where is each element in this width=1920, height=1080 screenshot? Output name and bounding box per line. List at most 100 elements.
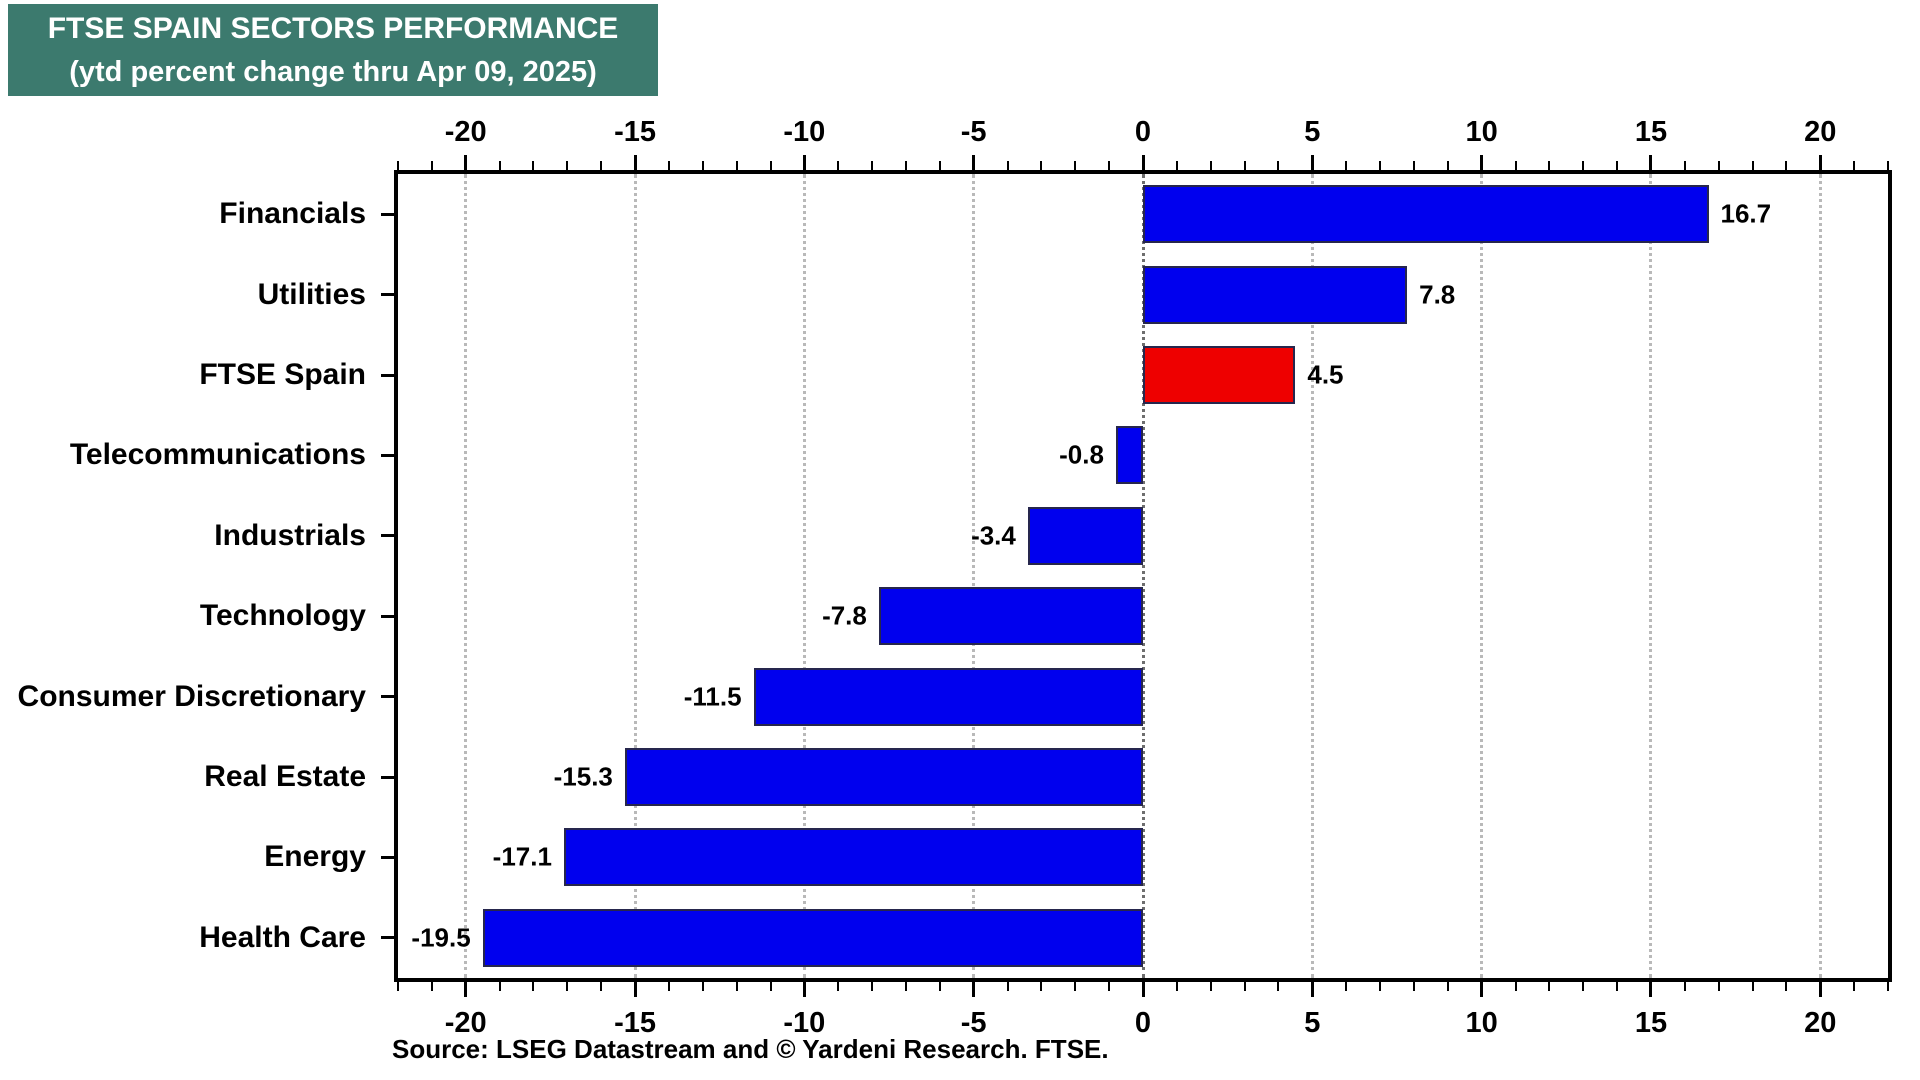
axis-major-tick bbox=[633, 155, 637, 170]
axis-major-tick bbox=[1141, 155, 1145, 170]
category-axis-tick bbox=[381, 373, 394, 377]
axis-minor-tick bbox=[904, 161, 907, 170]
axis-tick-label: -15 bbox=[614, 1007, 656, 1039]
axis-minor-tick bbox=[1243, 161, 1246, 170]
axis-minor-tick bbox=[1175, 982, 1178, 991]
axis-tick-label: 5 bbox=[1304, 116, 1321, 148]
axis-minor-tick bbox=[1412, 161, 1415, 170]
category-label: Financials bbox=[219, 197, 366, 231]
axis-minor-tick bbox=[1548, 161, 1551, 170]
category-label: Energy bbox=[264, 840, 366, 874]
source-note: Source: LSEG Datastream and © Yardeni Re… bbox=[392, 1034, 1109, 1064]
axis-minor-tick bbox=[566, 982, 569, 991]
chart-subtitle: (ytd percent change thru Apr 09, 2025) bbox=[69, 56, 597, 88]
axis-minor-tick bbox=[1785, 161, 1788, 170]
bar bbox=[1115, 426, 1143, 485]
bar bbox=[624, 748, 1143, 806]
axis-tick-label: 0 bbox=[1134, 1007, 1152, 1039]
bar bbox=[563, 828, 1143, 887]
bar-value-label: -11.5 bbox=[683, 681, 742, 712]
bar bbox=[1143, 185, 1709, 244]
axis-minor-tick bbox=[1243, 982, 1246, 991]
axis-major-tick bbox=[1310, 982, 1314, 997]
axis-minor-tick bbox=[600, 161, 603, 170]
bar-value-label: -3.4 bbox=[971, 520, 1016, 551]
axis-minor-tick bbox=[904, 982, 907, 991]
category-label: Telecommunications bbox=[69, 438, 366, 472]
category-axis-tick bbox=[381, 212, 394, 216]
category-label: Health Care bbox=[199, 920, 366, 954]
axis-tick-label: -15 bbox=[614, 116, 656, 148]
axis-major-tick bbox=[1310, 155, 1314, 170]
axis-minor-tick bbox=[1345, 982, 1348, 991]
axis-major-tick bbox=[972, 982, 976, 997]
gridline bbox=[1818, 174, 1822, 978]
axis-minor-tick bbox=[566, 161, 569, 170]
axis-minor-tick bbox=[1514, 982, 1517, 991]
axis-major-tick bbox=[1480, 982, 1484, 997]
axis-major-tick bbox=[972, 155, 976, 170]
bar-value-label: -0.8 bbox=[1059, 439, 1104, 470]
axis-minor-tick bbox=[1006, 982, 1009, 991]
axis-minor-tick bbox=[1683, 161, 1686, 170]
category-label: Industrials bbox=[214, 518, 366, 552]
axis-minor-tick bbox=[1175, 161, 1178, 170]
axis-minor-tick bbox=[1616, 161, 1619, 170]
chart-panel: -20 -20 -15 -15 -10 -10 -5 -5 0 0 5 5 10 10 15 15 20 20 Fi… bbox=[18, 116, 1892, 1039]
gridline bbox=[802, 174, 806, 978]
axis-tick-label: 5 bbox=[1304, 1007, 1321, 1039]
bar bbox=[1143, 346, 1296, 404]
axis-minor-tick bbox=[1887, 982, 1889, 991]
category-axis-tick bbox=[381, 534, 394, 538]
axis-minor-tick bbox=[769, 161, 772, 170]
axis-minor-tick bbox=[498, 161, 501, 170]
axis-tick-label: -20 bbox=[444, 1007, 487, 1039]
gridline bbox=[1310, 174, 1314, 978]
bar-value-label: -17.1 bbox=[492, 841, 552, 872]
axis-tick-label: 10 bbox=[1465, 1007, 1498, 1039]
axis-minor-tick bbox=[1717, 161, 1720, 170]
axis-minor-tick bbox=[667, 982, 670, 991]
bar bbox=[1027, 506, 1143, 565]
axis-minor-tick bbox=[1277, 982, 1280, 991]
axis-minor-tick bbox=[701, 982, 704, 991]
axis-minor-tick bbox=[1074, 982, 1077, 991]
axis-major-tick bbox=[1649, 155, 1653, 170]
axis-minor-tick bbox=[1074, 161, 1077, 170]
axis-minor-tick bbox=[871, 982, 874, 991]
axis-tick-label: -5 bbox=[960, 116, 987, 148]
axis-minor-tick bbox=[1379, 161, 1382, 170]
axis-tick-label: -10 bbox=[783, 116, 826, 148]
axis-minor-tick bbox=[1853, 161, 1856, 170]
bar bbox=[878, 587, 1143, 646]
axis-minor-tick bbox=[1582, 161, 1585, 170]
axis-minor-tick bbox=[532, 982, 535, 991]
axis-minor-tick bbox=[430, 161, 433, 170]
axis-minor-tick bbox=[1006, 161, 1009, 170]
gridline bbox=[972, 174, 976, 978]
axis-minor-tick bbox=[1683, 982, 1686, 991]
axis-minor-tick bbox=[1345, 161, 1348, 170]
axis-minor-tick bbox=[1209, 161, 1212, 170]
axis-minor-tick bbox=[769, 982, 772, 991]
axis-major-tick bbox=[1818, 982, 1822, 997]
category-label: FTSE Spain bbox=[199, 358, 366, 391]
axis-minor-tick bbox=[667, 161, 670, 170]
axis-minor-tick bbox=[600, 982, 603, 991]
category-axis-tick bbox=[381, 614, 394, 618]
axis-minor-tick bbox=[1108, 161, 1111, 170]
gridline bbox=[464, 174, 468, 978]
axis-minor-tick bbox=[1785, 982, 1788, 991]
axis-major-tick bbox=[1141, 982, 1145, 997]
axis-minor-tick bbox=[397, 982, 399, 991]
bar-value-label: -15.3 bbox=[553, 761, 613, 792]
axis-minor-tick bbox=[735, 161, 738, 170]
zero-gridline bbox=[1141, 174, 1145, 978]
bar bbox=[753, 667, 1143, 726]
bar bbox=[482, 908, 1143, 967]
axis-minor-tick bbox=[1616, 982, 1619, 991]
category-axis-tick bbox=[381, 695, 394, 699]
axis-tick-label: -5 bbox=[960, 1007, 987, 1039]
axis-minor-tick bbox=[1751, 161, 1754, 170]
